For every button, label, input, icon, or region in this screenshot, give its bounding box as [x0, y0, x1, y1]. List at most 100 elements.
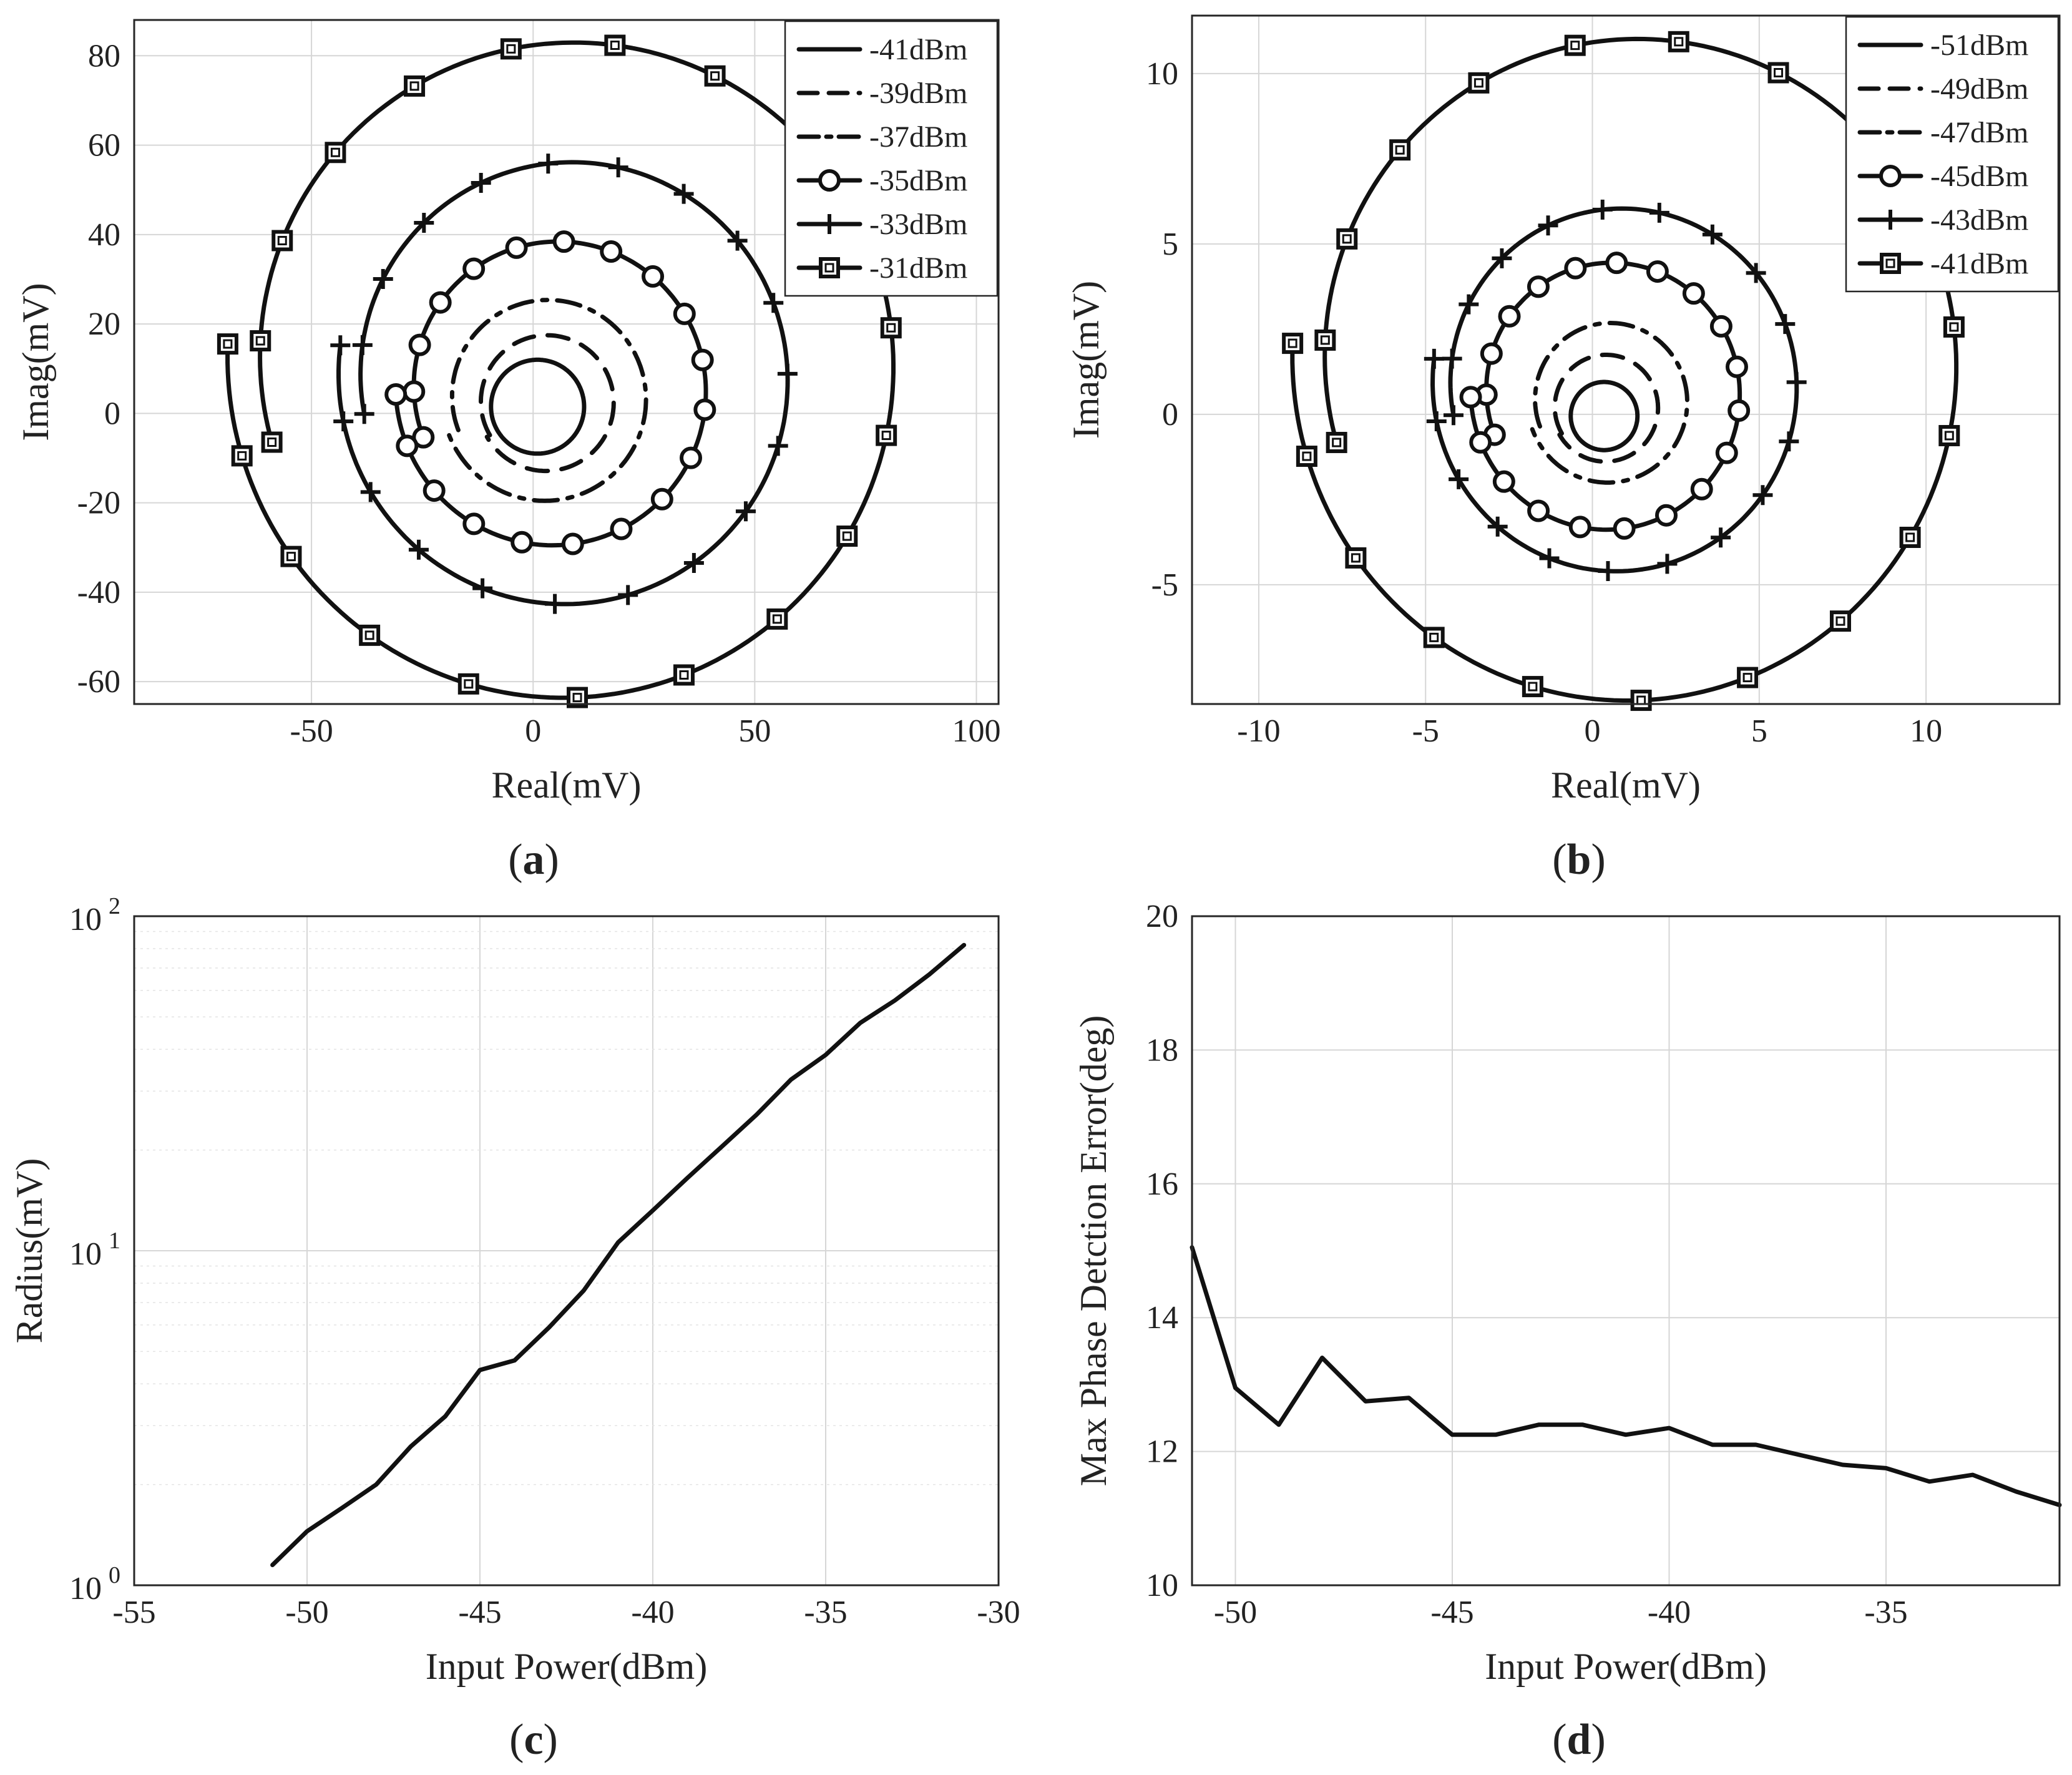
data-point — [352, 335, 373, 355]
data-point-inner — [1835, 616, 1845, 626]
panel-label-open: ( — [509, 1716, 524, 1764]
series-line — [336, 160, 790, 607]
x-tick-label: -10 — [1237, 713, 1280, 749]
data-point — [404, 75, 426, 97]
data-point — [680, 446, 703, 469]
data-point — [1459, 294, 1479, 315]
data-point-inner — [1944, 431, 1954, 441]
x-axis-label: Input Power(dBm) — [1485, 1646, 1767, 1687]
data-point-inner — [679, 670, 689, 680]
data-point — [354, 404, 374, 424]
y-tick-label: 16 — [1146, 1166, 1178, 1202]
data-point — [1630, 690, 1652, 711]
series--35dBm — [384, 230, 716, 555]
legend-entry: -41dBm — [869, 33, 967, 66]
data-point-inner — [364, 630, 374, 640]
grid — [1192, 916, 2060, 1586]
x-tick-label: -5 — [1412, 713, 1439, 749]
y-axis-label: Max Phase Detction Error(deg) — [1073, 1015, 1114, 1487]
data-point-inner — [1570, 41, 1580, 51]
data-point — [231, 445, 253, 467]
data-point — [1468, 72, 1490, 94]
series--49dBm — [1552, 353, 1661, 464]
data-point — [880, 317, 902, 339]
data-point — [1492, 248, 1512, 268]
data-point — [1492, 470, 1515, 493]
y-tick-label: 20 — [1146, 899, 1178, 934]
legend-entry: -37dBm — [869, 120, 967, 154]
data-point — [1943, 316, 1965, 338]
data-point-inner — [1351, 553, 1361, 563]
y-axis-label: Radius(mV) — [9, 1158, 50, 1344]
data-point — [1657, 554, 1678, 574]
data-point-inner — [1774, 67, 1784, 77]
data-point — [618, 585, 638, 605]
data-point — [1498, 305, 1521, 328]
data-point — [462, 512, 486, 535]
data-point — [1459, 386, 1482, 409]
data-point-inner — [881, 431, 891, 441]
y-tick-label: -40 — [77, 575, 120, 610]
x-tick-label: -40 — [1648, 1595, 1691, 1630]
data-point — [457, 673, 479, 695]
data-point — [511, 531, 534, 554]
data-point — [471, 172, 491, 193]
x-tick-label: -45 — [1430, 1595, 1473, 1630]
data-point — [876, 424, 897, 446]
data-point — [1522, 676, 1543, 698]
data-point — [1668, 31, 1689, 52]
x-axis-label: Input Power(dBm) — [426, 1646, 708, 1687]
panel-label-open: ( — [1552, 1716, 1566, 1764]
data-point — [545, 594, 565, 614]
series--33dBm — [330, 154, 798, 614]
legend-entry: -35dBm — [869, 164, 967, 197]
panel-label-close: ) — [544, 1716, 558, 1764]
series--51dBm — [1568, 379, 1640, 452]
panel-label-letter: c — [524, 1716, 543, 1764]
data-point — [1646, 260, 1669, 283]
data-point — [396, 434, 419, 457]
data-point — [271, 230, 293, 252]
data-point — [1655, 504, 1678, 527]
data-point — [403, 380, 426, 403]
data-point — [1314, 329, 1336, 351]
data-point — [1449, 469, 1469, 489]
legend-entry: -33dBm — [869, 208, 967, 241]
x-tick-label: -30 — [977, 1595, 1020, 1630]
y-tick-exponent: 0 — [109, 1562, 120, 1588]
data-point — [1443, 405, 1464, 426]
y-tick-base: 10 — [69, 902, 102, 937]
data-point-inner — [277, 235, 287, 245]
panel-label-letter: d — [1567, 1716, 1591, 1764]
data-point-inner — [464, 679, 474, 689]
x-tick-label: -40 — [631, 1595, 674, 1630]
data-point — [1326, 431, 1347, 453]
legend-box — [1845, 16, 2060, 293]
data-point — [1527, 499, 1550, 522]
data-point — [360, 482, 381, 502]
data-point — [604, 34, 626, 56]
data-point — [1727, 399, 1751, 422]
legend-entry: -43dBm — [1930, 203, 2028, 237]
data-point-inner — [330, 147, 340, 157]
data-point — [1786, 372, 1807, 393]
data-point-inner — [409, 81, 419, 91]
data-point-inner — [572, 693, 582, 703]
x-tick-label: 100 — [952, 713, 1000, 749]
series--45dBm — [1459, 252, 1751, 540]
y-tick-exponent: 1 — [109, 1228, 120, 1254]
data-point — [1690, 477, 1713, 501]
data-point — [768, 436, 788, 456]
data-point — [1613, 517, 1636, 540]
plot-frame — [133, 19, 1000, 705]
data-point — [763, 293, 784, 313]
data-point — [1480, 342, 1503, 365]
legend-entry: -39dBm — [869, 77, 967, 110]
data-point — [373, 268, 393, 289]
series-line — [270, 942, 967, 1567]
legend-marker — [1880, 253, 1901, 274]
data-point — [1715, 441, 1738, 464]
data-point — [693, 398, 716, 421]
data-point — [1527, 275, 1550, 298]
